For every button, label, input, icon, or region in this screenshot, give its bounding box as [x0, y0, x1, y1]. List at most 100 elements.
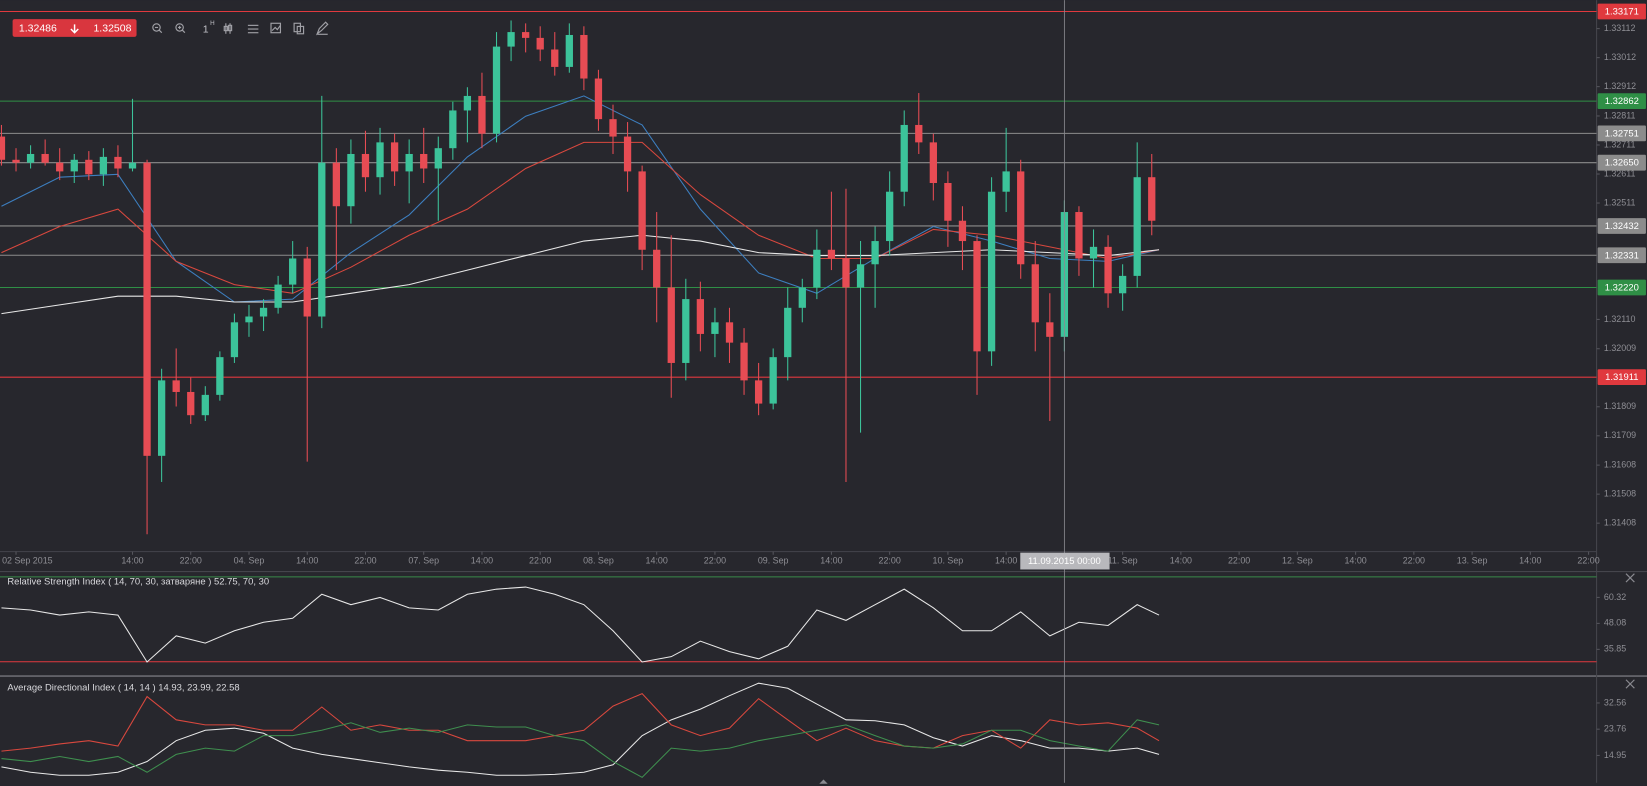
- candle-body: [915, 124, 923, 143]
- candle-body: [157, 380, 166, 456]
- indicator-line: [1, 682, 1160, 776]
- candle-body: [784, 307, 792, 358]
- candle-body: [536, 37, 544, 50]
- candle-body: [1017, 171, 1025, 265]
- candle-body: [944, 183, 952, 221]
- price-level-label: 1.31911: [1605, 372, 1638, 383]
- indicator-icon[interactable]: [270, 22, 282, 34]
- x-tick-label: 08. Sep: [583, 555, 614, 565]
- candle-body: [769, 357, 777, 404]
- indicator-title: Relative Strength Index ( 14, 70, 30, за…: [7, 577, 269, 588]
- candle-body: [434, 148, 442, 169]
- x-tick-label: 22:00: [529, 555, 551, 565]
- x-tick-label: 04. Sep: [234, 555, 265, 565]
- y-tick-label: 1.32611: [1604, 168, 1636, 178]
- zoom-in-icon[interactable]: [175, 23, 186, 34]
- candle-body: [1075, 212, 1083, 259]
- candle-body: [390, 142, 399, 172]
- overlay-layer: 1.33171 1.32862 1.32751 1.32650 1.32432 1.323…: [1020, 0, 1646, 783]
- x-tick-label: 14:00: [1170, 555, 1192, 565]
- candle-body: [216, 357, 224, 395]
- price-level-label: 1.32432: [1605, 221, 1639, 232]
- candle-body: [929, 142, 937, 184]
- candle-body: [813, 249, 821, 288]
- quote-widget[interactable]: 1.32486 1.32508: [12, 19, 137, 37]
- candle-body: [1148, 177, 1156, 221]
- candle-body: [754, 380, 763, 404]
- x-tick-label: 22:00: [1577, 555, 1599, 565]
- y-tick-label: 1.33112: [1604, 23, 1636, 33]
- panel-resize-handle[interactable]: [819, 779, 828, 784]
- y-tick-label: 1.31709: [1604, 430, 1636, 440]
- close-adx-icon[interactable]: [1625, 679, 1635, 689]
- ask-price[interactable]: 1.32508: [93, 22, 131, 34]
- interval-unit[interactable]: H: [210, 20, 215, 27]
- candle-body: [492, 46, 501, 134]
- crosshair-label: 11.09.2015 00:00: [1028, 556, 1101, 567]
- y-tick-label: 48.08: [1604, 618, 1626, 628]
- x-tick-label: 22:00: [1403, 555, 1425, 565]
- candle-body: [463, 95, 472, 111]
- candle-body: [958, 220, 967, 242]
- interval[interactable]: 1: [203, 23, 209, 35]
- template-icon[interactable]: [293, 22, 305, 35]
- candle-body: [1118, 275, 1127, 294]
- price-level-label: 1.32751: [1605, 128, 1639, 139]
- candle-body: [347, 153, 355, 207]
- price-level-label: 1.32862: [1605, 96, 1639, 107]
- candle-body: [856, 264, 865, 288]
- price-level-label: 1.32650: [1605, 158, 1639, 169]
- price-level-box: [1597, 3, 1646, 20]
- adx-panel: 32.56 23.76 14.95 Average Directional Index…: [1, 682, 1626, 778]
- pencil-icon[interactable]: [315, 21, 329, 36]
- moving-average: [1, 141, 1160, 294]
- candle-body: [303, 258, 311, 317]
- candle-body: [507, 32, 515, 47]
- y-tick-label: 1.32110: [1604, 314, 1636, 324]
- settings-icon[interactable]: [247, 24, 259, 34]
- price-level-label: 1.32220: [1605, 283, 1639, 294]
- candle-body: [128, 162, 137, 169]
- candle-body: [667, 287, 675, 363]
- candle-body: [114, 156, 122, 169]
- price-level-box: [1597, 154, 1646, 171]
- price-level-box: [1597, 279, 1646, 296]
- main-panel: 1.33112 1.33012 1.32912 1.32811 1.32711 1.326…: [0, 10, 1636, 565]
- candle-body: [638, 171, 646, 250]
- candle-body: [405, 153, 413, 172]
- x-tick-label: 14:00: [1519, 555, 1541, 565]
- close-rsi-icon[interactable]: [1625, 573, 1635, 583]
- candle-body: [245, 316, 253, 323]
- indicator-line: [1, 719, 1160, 778]
- x-tick-label: 09. Sep: [758, 555, 789, 565]
- y-tick-label: 1.33012: [1604, 52, 1636, 62]
- price-level-box: [1597, 93, 1646, 110]
- candle-body: [0, 136, 6, 160]
- candle-body: [1046, 322, 1054, 337]
- x-tick-label: 07. Sep: [408, 555, 439, 565]
- crosshair-label-box: [1020, 552, 1110, 570]
- candle-body: [361, 153, 370, 178]
- candle-body: [201, 394, 209, 416]
- candle-body: [41, 153, 49, 163]
- indicator-line: [1, 586, 1160, 663]
- candle-body: [85, 159, 93, 175]
- candle-body: [551, 49, 559, 67]
- candle-body: [725, 322, 734, 343]
- price-level-box: [1597, 125, 1646, 142]
- x-tick-label: 14:00: [1344, 555, 1366, 565]
- draw-tool-icon[interactable]: [223, 23, 233, 34]
- x-tick-label: 12. Sep: [1282, 555, 1313, 565]
- x-tick-label: 22:00: [704, 555, 726, 565]
- x-tick-label: 14:00: [121, 555, 143, 565]
- y-tick-label: 32.56: [1604, 697, 1626, 707]
- candle-body: [522, 32, 530, 38]
- x-tick-label: 14:00: [820, 555, 842, 565]
- y-tick-label: 1.31408: [1604, 518, 1636, 528]
- zoom-out-icon[interactable]: [152, 23, 163, 34]
- bid-price[interactable]: 1.32486: [19, 22, 57, 34]
- candle-body: [565, 34, 573, 67]
- candle-body: [318, 162, 326, 317]
- candle-body: [1133, 177, 1141, 276]
- x-tick-label: 14:00: [471, 555, 493, 565]
